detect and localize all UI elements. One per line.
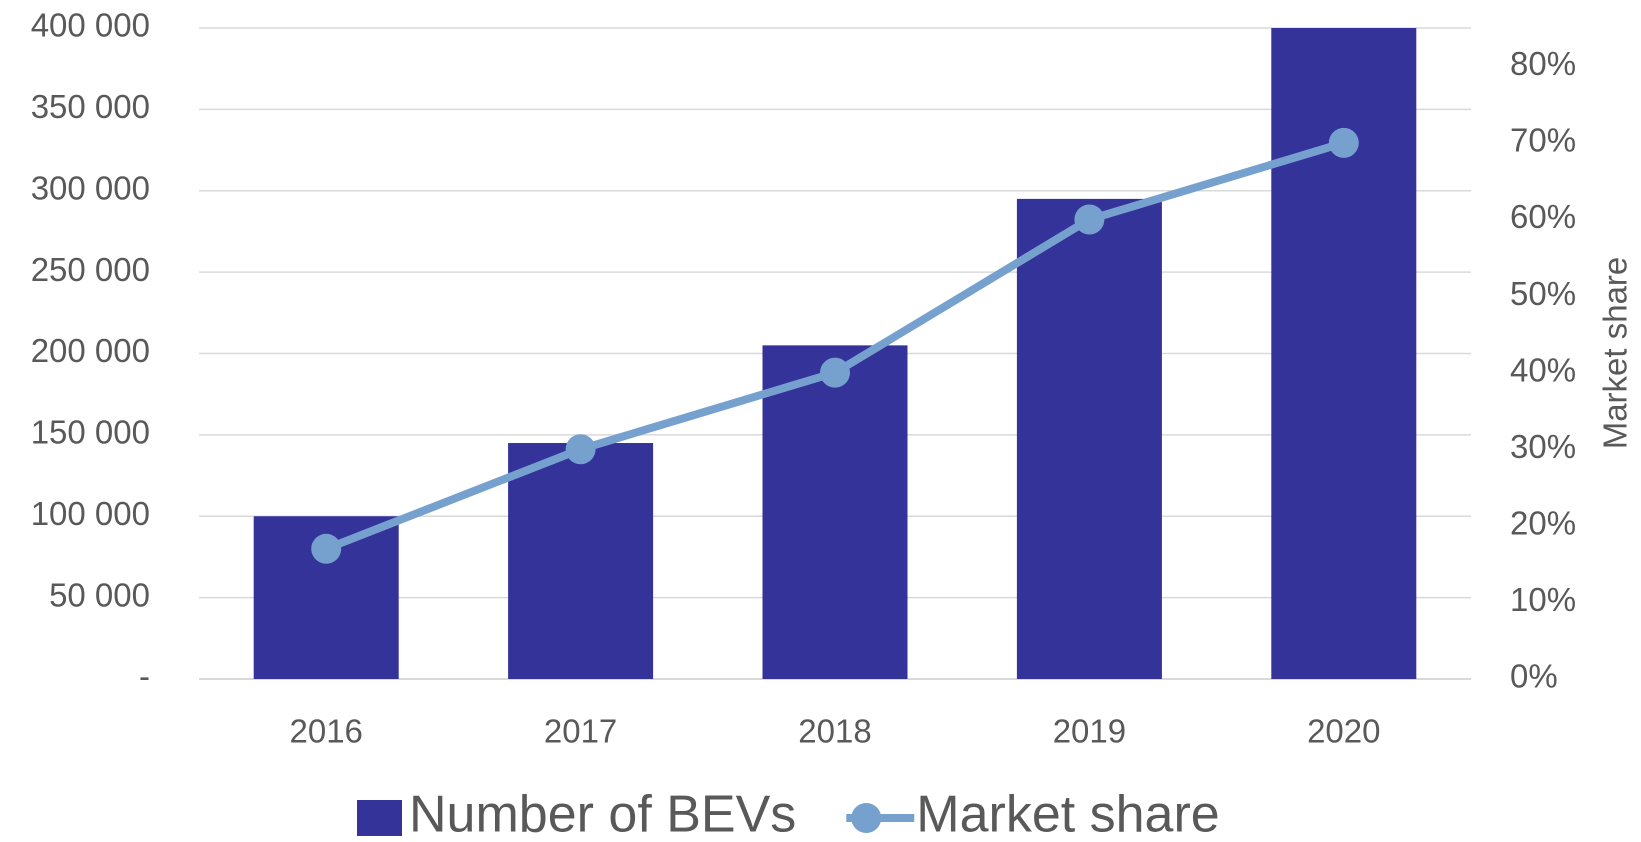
marker (820, 357, 850, 388)
legend-swatch (357, 800, 402, 836)
legend-label: Number of BEVs (409, 786, 796, 842)
y-tick-label: 50 000 (49, 576, 150, 613)
y2-axis-title: Market share (1597, 257, 1634, 450)
x-tick-label: 2017 (544, 713, 617, 750)
legend-swatch (851, 803, 882, 833)
x-tick-label: 2016 (289, 713, 362, 750)
marker (1328, 127, 1359, 158)
y2-tick-label: 30% (1510, 428, 1576, 465)
y2-tick-label: 70% (1510, 122, 1576, 159)
y-tick-label: - (139, 658, 150, 695)
y-tick-label: 300 000 (31, 169, 150, 206)
y-tick-label: 150 000 (31, 414, 150, 451)
y2-tick-label: 40% (1510, 351, 1576, 388)
y2-tick-label: 80% (1510, 45, 1576, 82)
y-tick-label: 200 000 (31, 332, 150, 369)
y2-tick-label: 20% (1510, 505, 1576, 542)
bar (508, 443, 654, 679)
y2-tick-label: 10% (1510, 581, 1576, 618)
y-tick-label: 350 000 (31, 88, 150, 125)
y2-tick-label: 60% (1510, 198, 1576, 235)
bar (1016, 198, 1162, 679)
marker (311, 533, 342, 564)
y-tick-label: 400 000 (31, 7, 150, 44)
legend-label: Market share (916, 786, 1219, 842)
y-tick-label: 250 000 (31, 251, 150, 288)
x-tick-label: 2019 (1053, 713, 1126, 750)
y2-tick-label: 0% (1510, 658, 1558, 695)
marker (565, 434, 596, 465)
y-tick-label: 100 000 (31, 495, 150, 532)
x-tick-label: 2020 (1307, 713, 1380, 750)
y2-tick-label: 50% (1510, 275, 1576, 312)
x-tick-label: 2018 (798, 713, 871, 750)
bar (1271, 28, 1417, 679)
bar (762, 345, 908, 679)
marker (1074, 204, 1105, 235)
